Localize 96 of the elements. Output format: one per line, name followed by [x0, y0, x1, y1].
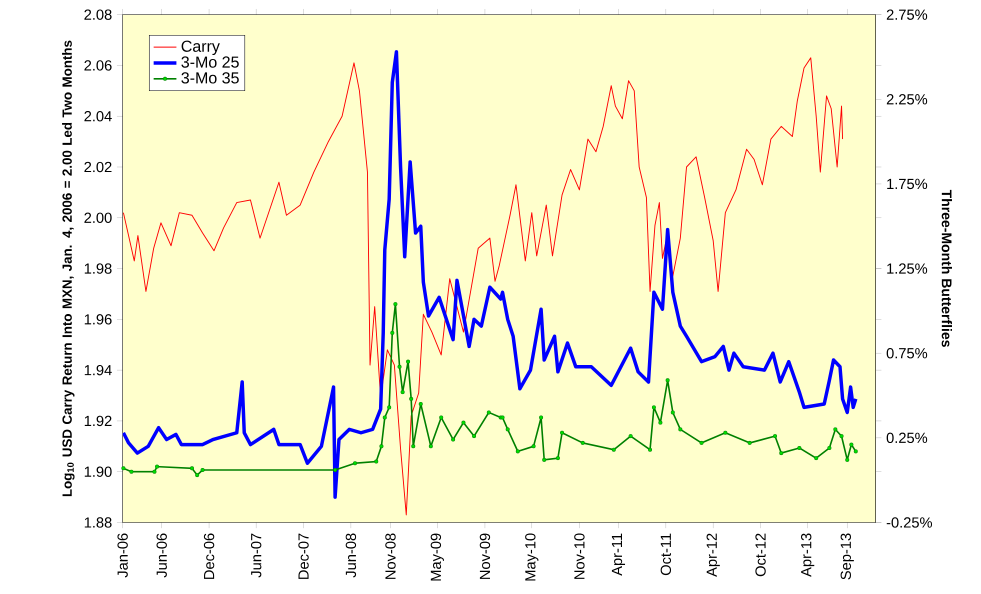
point — [411, 444, 416, 448]
x-tick-label: Dec-07 — [298, 533, 309, 579]
point — [797, 446, 802, 450]
point — [773, 434, 778, 438]
point — [400, 390, 405, 394]
point — [748, 440, 752, 445]
point — [486, 410, 491, 414]
x-tick-label: May-09 — [430, 533, 444, 580]
point — [418, 402, 423, 406]
y-tick-label: 2.04 — [84, 110, 112, 122]
point — [472, 434, 476, 438]
point — [121, 466, 126, 470]
x-tick-label: Jan-06 — [117, 533, 128, 578]
point — [461, 420, 466, 424]
point — [155, 464, 160, 468]
x-tick-label: Jun-07 — [250, 533, 262, 578]
x-tick-label: Oct-12 — [755, 533, 766, 576]
y-tick-label: 1.98 — [84, 263, 112, 274]
y2-tick-label: -0.25% — [886, 517, 932, 528]
y2-axis-title: Three-Month Butterflies — [942, 190, 952, 347]
x-tick-label: Jun-08 — [346, 533, 356, 578]
point — [390, 330, 394, 335]
point — [129, 469, 134, 474]
point — [506, 427, 510, 432]
x-tick-label: Nov-08 — [385, 533, 396, 579]
point — [628, 434, 633, 438]
y-axis-title: Log$_{10}$ USD Carry Return Into MXN, Jan. 4, 2006 = 2.00 Led Two Months — [62, 40, 75, 496]
point — [190, 466, 194, 470]
point — [580, 440, 585, 445]
y2-tick-label: 0.25% — [886, 432, 928, 443]
x-tick-label: Jun-06 — [156, 533, 167, 578]
x-tick-label: Oct-11 — [660, 533, 672, 575]
point — [382, 415, 387, 420]
y2-tick-label: 1.75% — [887, 178, 928, 189]
point — [833, 427, 838, 432]
point — [353, 461, 358, 466]
y-tick-label: 2.08 — [84, 9, 112, 20]
x-tick-label: Apr-13 — [801, 533, 814, 577]
point — [678, 427, 682, 432]
point — [152, 469, 156, 474]
point — [539, 415, 544, 420]
point — [379, 444, 384, 448]
point — [556, 456, 560, 460]
point — [333, 468, 338, 472]
point — [393, 302, 398, 306]
point — [779, 450, 784, 455]
y2-tick-label: 2.75% — [886, 9, 928, 20]
point — [542, 458, 546, 462]
point — [652, 405, 656, 410]
point — [398, 364, 402, 369]
x-tick-label: Dec-06 — [204, 533, 214, 579]
point — [516, 449, 520, 454]
y-tick-label: 1.92 — [84, 416, 112, 426]
y-tick-label: 2.00 — [84, 212, 112, 223]
point — [849, 442, 854, 446]
x-tick-label: Sep-13 — [840, 533, 854, 580]
legend-label: 3-Mo 25 — [181, 56, 239, 68]
point — [854, 449, 858, 454]
y-tick-label: 1.96 — [84, 314, 112, 324]
point — [700, 440, 704, 445]
y-tick-label: 1.88 — [84, 517, 112, 528]
y2-tick-label: 1.25% — [887, 263, 928, 274]
point — [666, 378, 670, 382]
point — [374, 459, 378, 464]
x-tick-label: Apr-11 — [612, 533, 626, 576]
point — [723, 430, 728, 435]
x-tick-label: Apr-12 — [706, 533, 720, 577]
point — [451, 437, 456, 442]
point — [200, 468, 205, 472]
x-tick-label: Nov-10 — [574, 533, 585, 579]
point — [827, 446, 832, 450]
point — [387, 405, 392, 410]
point — [612, 447, 616, 452]
y-tick-label: 2.02 — [84, 162, 112, 172]
legend-label: Carry — [182, 40, 220, 55]
point — [439, 415, 444, 420]
point — [428, 444, 433, 448]
point — [670, 410, 675, 414]
y-tick-label: 2.06 — [84, 60, 112, 70]
point — [195, 472, 200, 477]
y2-tick-label: 2.25% — [886, 94, 928, 104]
point — [648, 447, 652, 452]
y-tick-label: 1.94 — [84, 364, 112, 376]
x-tick-label: Nov-09 — [480, 533, 490, 579]
point — [658, 420, 662, 424]
point — [409, 396, 414, 401]
y-tick-label: 1.90 — [84, 466, 112, 477]
point — [406, 359, 410, 364]
point — [560, 430, 564, 435]
point — [532, 444, 536, 448]
legend-label: 3-Mo 35 — [181, 72, 239, 84]
y2-tick-label: 0.75% — [886, 348, 928, 358]
point — [845, 458, 850, 462]
point — [840, 434, 844, 438]
x-tick-label: May-10 — [525, 533, 538, 580]
point — [814, 456, 818, 460]
